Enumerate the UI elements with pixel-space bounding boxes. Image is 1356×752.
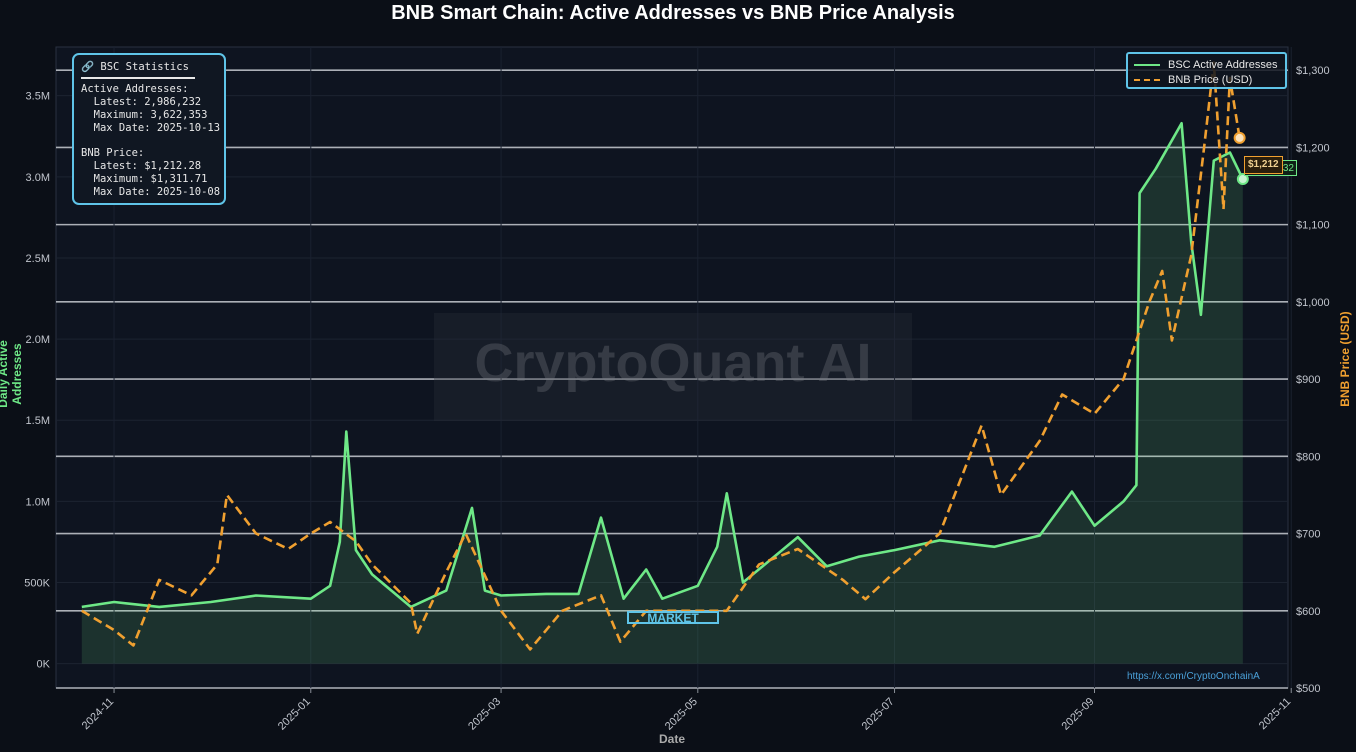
x-tick-label: 2024-11 [80,696,116,732]
y-left-tick-label: 3.0M [26,172,50,184]
addresses-line [81,122,1244,609]
y-left-tick-label: 500K [24,578,50,590]
stats-line: Latest: $1,212.28 [81,160,202,173]
legend-item-addresses: BSC Active Addresses [1134,58,1277,72]
stats-line: Max Date: 2025-10-08 [81,186,221,199]
x-tick-label: 2025-07 [860,696,897,733]
y-right-tick-label: $700 [1296,529,1320,541]
legend-item-price: BNB Price (USD) [1134,73,1252,87]
chart-title: BNB Smart Chain: Active Addresses vs BNB… [391,2,955,24]
plot-frame [55,46,1289,689]
y-right-tick-label: $500 [1296,683,1320,695]
x-tick-label: 2025-05 [663,696,700,733]
y-axis-right-title: BNB Price (USD) [1338,311,1352,407]
x-axis-title: Date [659,732,686,746]
stats-line: Latest: 2,986,232 [81,95,202,108]
legend-label: BSC Active Addresses [1168,59,1278,71]
x-tick-label: 2025-11 [1257,696,1293,732]
y-left-tick-label: 0K [37,659,51,671]
y-left-tick-label: 2.0M [26,334,50,346]
y-right-tick-label: $1,300 [1296,65,1330,77]
y-right-tick-label: $900 [1296,374,1320,386]
stats-box: 🔗 BSC Statistics Active Addresses: Latest… [72,53,226,205]
x-tick-label: 2025-09 [1060,696,1097,733]
legend: BSC Active Addresses BNB Price (USD) [1126,52,1287,89]
stats-header: 🔗 BSC Statistics [81,61,189,73]
x-tick-label: 2025-03 [466,696,503,733]
stats-line: Max Date: 2025-10-13 [81,121,221,134]
addresses-area [81,123,1243,664]
y-right-tick-label: $1,200 [1296,142,1330,154]
latest-addresses-marker [1236,173,1249,186]
stats-line: Active Addresses: [81,82,189,95]
latest-price-tag: $1,212 [1244,156,1283,174]
y-left-tick-label: 2.5M [26,253,50,265]
legend-swatch-orange [1134,79,1160,81]
y-right-tick-label: $1,100 [1296,220,1330,232]
x-tick-label: 2025-01 [276,696,313,733]
watermark-text: CryptoQuant AI [434,313,912,421]
stats-divider [81,76,195,79]
y-left-tick-label: 1.0M [26,496,50,508]
y-left-tick-label: 3.5M [26,91,50,103]
y-left-tick-label: 1.5M [26,415,50,427]
source-url-link[interactable]: https://x.com/CryptoOnchainA [1127,671,1260,682]
price-line [81,61,1241,651]
legend-swatch-green [1134,64,1160,66]
y-right-tick-label: $800 [1296,451,1320,463]
y-right-tick-label: $600 [1296,606,1320,618]
latest-price-marker [1233,131,1246,144]
stats-line: BNB Price: [81,147,145,160]
stats-line: Maximum: $1,311.71 [81,173,208,186]
y-axis-left-title: Daily Active Addresses [0,340,24,408]
legend-label: BNB Price (USD) [1168,74,1253,86]
market-label: MARKET [627,611,719,624]
y-right-tick-label: $1,000 [1296,297,1330,309]
stats-line: Maximum: 3,622,353 [81,108,208,121]
